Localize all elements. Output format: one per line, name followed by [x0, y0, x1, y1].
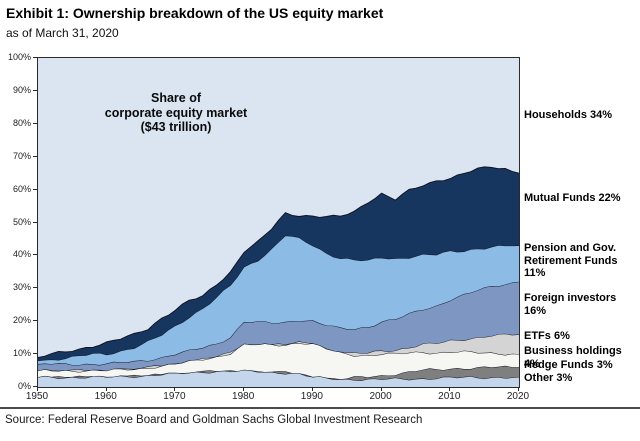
series-label-line: Hedge Funds 3% [524, 359, 613, 371]
series-label-line: Foreign investors 16% [524, 292, 617, 317]
x-axis-label-1980: 1980 [232, 391, 255, 402]
chart-canvas [38, 166, 519, 387]
series-label-mutual-funds: Mutual Funds 22% [524, 192, 638, 205]
series-label-hedge-funds: Hedge Funds 3% [524, 359, 638, 372]
y-axis-tick [33, 155, 37, 157]
series-label-business-holdings: Business holdings 4% [524, 345, 638, 370]
annotation-line-1: Share of [150, 91, 201, 105]
y-axis-label-50: 50% [12, 216, 31, 227]
x-axis-tick [449, 387, 451, 391]
x-axis-label-1950: 1950 [25, 391, 49, 402]
area-business-holdings [38, 343, 519, 380]
area-foreign-investors [38, 281, 519, 371]
series-label-line: Pension and Gov. [524, 242, 617, 254]
x-axis-tick [311, 387, 313, 391]
series-label-other: Other 3% [524, 372, 638, 385]
x-axis-label-1960: 1960 [94, 391, 117, 402]
annotation-line-2: corporate equity market [104, 105, 248, 120]
area-mutual-funds [38, 166, 519, 361]
y-axis-tick [33, 89, 37, 91]
y-axis-label-80: 80% [12, 117, 31, 128]
page-title: Exhibit 1: Ownership breakdown of the US… [6, 5, 384, 21]
area-other [38, 369, 519, 387]
series-label-pension-gov-retirement: Pension and Gov. Retirement Funds 11% [524, 242, 638, 280]
area-hedge-funds [38, 365, 519, 381]
y-axis-tick [33, 353, 37, 355]
y-axis-label-100: 100% [7, 52, 31, 62]
y-axis-label-10: 10% [12, 348, 31, 359]
series-label-etfs: ETFs 6% [524, 330, 638, 343]
x-axis-label-1990: 1990 [300, 391, 323, 402]
series-label-line: Other 3% [524, 372, 573, 384]
x-axis-tick [380, 387, 382, 391]
x-axis-tick [518, 387, 519, 391]
y-axis-tick [33, 122, 37, 124]
series-label-line: Retirement Funds 11% [524, 254, 618, 280]
series-label-line: Mutual Funds 22% [524, 192, 621, 204]
source-text: Source: Federal Reserve Board and Goldma… [5, 414, 423, 426]
y-axis-tick [33, 57, 37, 58]
y-axis-tick [33, 254, 37, 256]
y-axis-tick [33, 320, 37, 322]
series-label-line: ETFs 6% [524, 330, 570, 342]
stacked-area-chart: Share of corporate equity market ($43 tr… [37, 57, 520, 388]
x-axis-tick [243, 387, 245, 391]
x-axis-label-2020: 2020 [506, 391, 530, 402]
series-label-line: Households 34% [524, 109, 613, 121]
x-axis-label-2010: 2010 [438, 391, 461, 402]
x-axis-label-1970: 1970 [163, 391, 186, 402]
y-axis-tick [33, 221, 37, 223]
y-axis-label-70: 70% [12, 150, 31, 161]
area-pension-gov-retirement [38, 235, 519, 366]
y-axis-label-40: 40% [12, 249, 31, 260]
y-axis-label-0: 0% [17, 381, 31, 391]
y-axis-tick [33, 386, 37, 387]
y-axis-tick [33, 188, 37, 190]
x-axis-tick [105, 387, 107, 391]
series-label-foreign-investors: Foreign investors 16% [524, 292, 638, 317]
source-divider-line [0, 407, 640, 409]
y-axis-label-60: 60% [12, 183, 31, 194]
as-of-date: as of March 31, 2020 [6, 26, 119, 40]
chart-annotation: Share of corporate equity market ($43 tr… [66, 91, 286, 135]
y-axis-label-90: 90% [12, 84, 31, 95]
y-axis-label-20: 20% [12, 315, 31, 326]
y-axis-label-30: 30% [12, 282, 31, 293]
series-label-line: Business holdings 4% [524, 345, 622, 370]
series-label-households: Households 34% [524, 109, 638, 122]
boundary-mutual-funds [38, 166, 519, 358]
x-axis-label-2000: 2000 [369, 391, 392, 402]
x-axis-tick [37, 387, 38, 391]
x-axis-tick [174, 387, 176, 391]
y-axis-tick [33, 287, 37, 289]
annotation-line-3: ($43 trillion) [140, 120, 212, 134]
